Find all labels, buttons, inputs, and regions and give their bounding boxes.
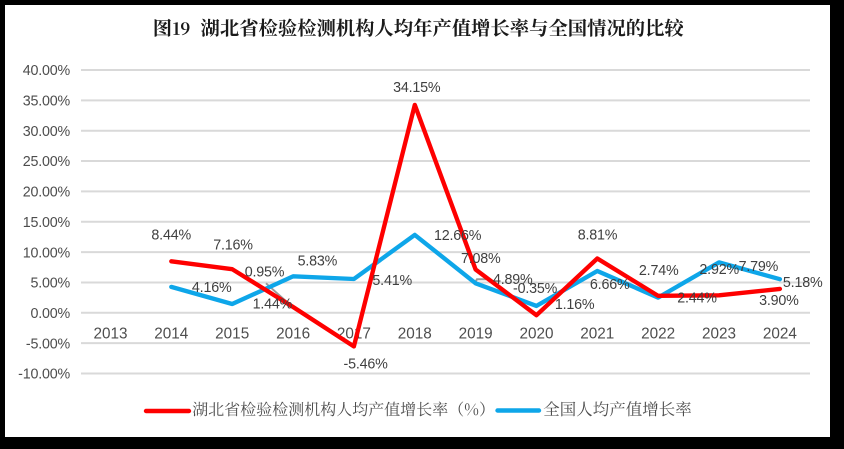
svg-text:15.00%: 15.00% [23, 215, 71, 231]
svg-text:34.15%: 34.15% [393, 80, 441, 96]
svg-text:2.44%: 2.44% [677, 291, 717, 307]
svg-text:4.89%: 4.89% [493, 272, 533, 288]
svg-text:10.00%: 10.00% [23, 245, 71, 261]
svg-text:8.44%: 8.44% [151, 228, 191, 244]
svg-text:3.90%: 3.90% [759, 293, 799, 309]
svg-text:0.00%: 0.00% [30, 306, 70, 322]
svg-text:2018: 2018 [398, 325, 432, 342]
svg-text:1.16%: 1.16% [555, 297, 595, 313]
svg-text:7.79%: 7.79% [739, 259, 779, 275]
svg-text:0.95%: 0.95% [245, 264, 285, 280]
svg-text:-5.00%: -5.00% [26, 336, 71, 352]
svg-text:2023: 2023 [702, 325, 736, 342]
svg-text:5.18%: 5.18% [783, 275, 823, 291]
svg-text:7.16%: 7.16% [213, 237, 253, 253]
svg-text:2022: 2022 [641, 325, 675, 342]
svg-text:20.00%: 20.00% [23, 185, 71, 201]
svg-text:6.66%: 6.66% [590, 277, 630, 293]
svg-text:2020: 2020 [519, 325, 553, 342]
svg-text:5.41%: 5.41% [372, 273, 412, 289]
svg-text:-0.35%: -0.35% [513, 281, 558, 297]
svg-text:5.83%: 5.83% [298, 254, 338, 270]
svg-text:2.92%: 2.92% [699, 262, 739, 278]
svg-text:-5.46%: -5.46% [344, 357, 389, 373]
svg-text:25.00%: 25.00% [23, 154, 71, 170]
svg-text:40.00%: 40.00% [23, 63, 71, 79]
svg-text:2024: 2024 [763, 325, 798, 342]
svg-text:1.44%: 1.44% [253, 297, 293, 313]
svg-text:2016: 2016 [276, 325, 310, 342]
svg-text:4.16%: 4.16% [192, 280, 232, 296]
svg-text:30.00%: 30.00% [23, 124, 71, 140]
svg-text:2.74%: 2.74% [639, 263, 679, 279]
svg-text:12.66%: 12.66% [434, 228, 482, 244]
svg-text:2013: 2013 [93, 325, 127, 342]
svg-text:5.00%: 5.00% [30, 276, 70, 292]
svg-text:8.81%: 8.81% [578, 227, 618, 243]
svg-text:2017: 2017 [337, 325, 371, 342]
svg-text:-10.00%: -10.00% [18, 367, 70, 383]
svg-text:7.08%: 7.08% [461, 251, 501, 267]
svg-text:2019: 2019 [459, 325, 493, 342]
svg-text:2021: 2021 [580, 325, 614, 342]
svg-text:2014: 2014 [154, 325, 189, 342]
svg-text:35.00%: 35.00% [23, 94, 71, 110]
svg-text:2015: 2015 [215, 325, 249, 342]
